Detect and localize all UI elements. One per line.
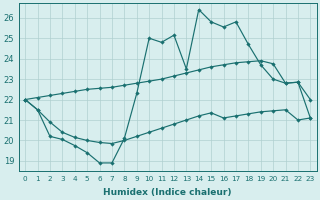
X-axis label: Humidex (Indice chaleur): Humidex (Indice chaleur) bbox=[103, 188, 232, 197]
